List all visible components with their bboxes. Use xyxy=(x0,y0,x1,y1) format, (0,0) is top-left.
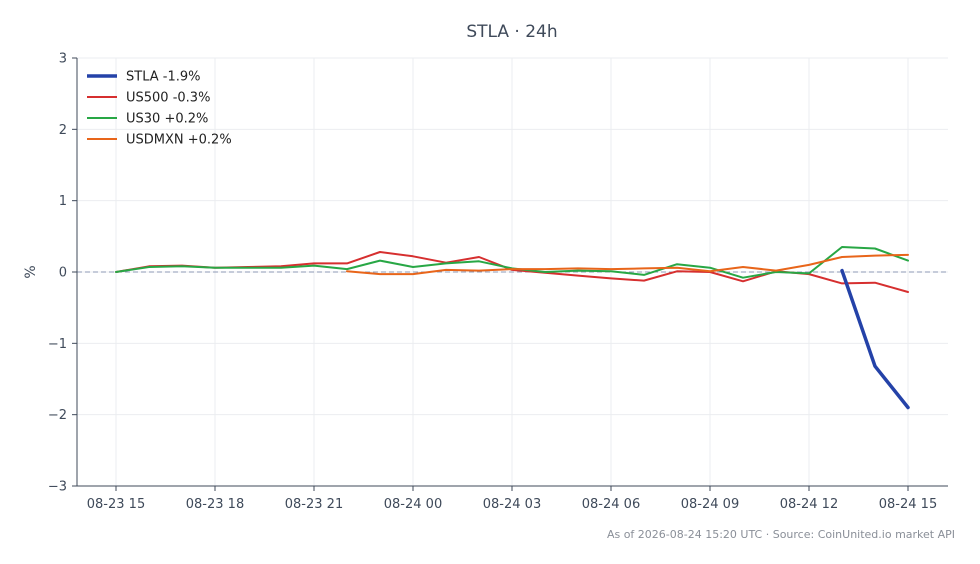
series-line-usdmxn xyxy=(346,253,909,276)
legend-entry: USDMXN +0.2% xyxy=(126,133,232,148)
legend: STLA -1.9% US500 -0.3% US30 +0.2% USDMXN +0… xyxy=(87,70,232,148)
y-tick-label: 1 xyxy=(59,194,67,209)
y-axis-label: % xyxy=(23,265,39,278)
y-tick-label: 2 xyxy=(59,123,67,138)
y-tick-label: 0 xyxy=(59,266,67,281)
legend-entry: STLA -1.9% xyxy=(126,70,200,85)
x-tick-label: 08-24 00 xyxy=(384,497,442,512)
x-tick-label: 08-24 03 xyxy=(483,497,541,512)
chart-title: STLA · 24h xyxy=(466,22,557,42)
x-tick-label: 08-24 09 xyxy=(681,497,739,512)
y-tick-label: −2 xyxy=(48,408,67,423)
y-tick-label: 3 xyxy=(59,52,67,67)
x-tick-label: 08-23 21 xyxy=(285,497,343,512)
y-tick-label: −3 xyxy=(48,480,67,495)
y-tick-label: −1 xyxy=(48,337,67,352)
x-tick-label: 08-24 15 xyxy=(879,497,937,512)
series-lines xyxy=(115,246,910,410)
x-tick-label: 08-24 12 xyxy=(780,497,838,512)
series-line-stla xyxy=(840,268,910,410)
x-tick-label: 08-24 06 xyxy=(582,497,640,512)
legend-entry: US30 +0.2% xyxy=(126,112,208,127)
x-axis-ticks: 08-23 15 08-23 18 08-23 21 08-24 00 08-24 03… xyxy=(87,486,937,512)
x-tick-label: 08-23 18 xyxy=(186,497,244,512)
y-axis-ticks: −3 −2 −1 0 1 2 3 xyxy=(48,52,77,495)
legend-entry: US500 -0.3% xyxy=(126,91,210,106)
source-footer: As of 2026-08-24 15:20 UTC · Source: Coi… xyxy=(607,528,955,541)
x-tick-label: 08-23 15 xyxy=(87,497,145,512)
